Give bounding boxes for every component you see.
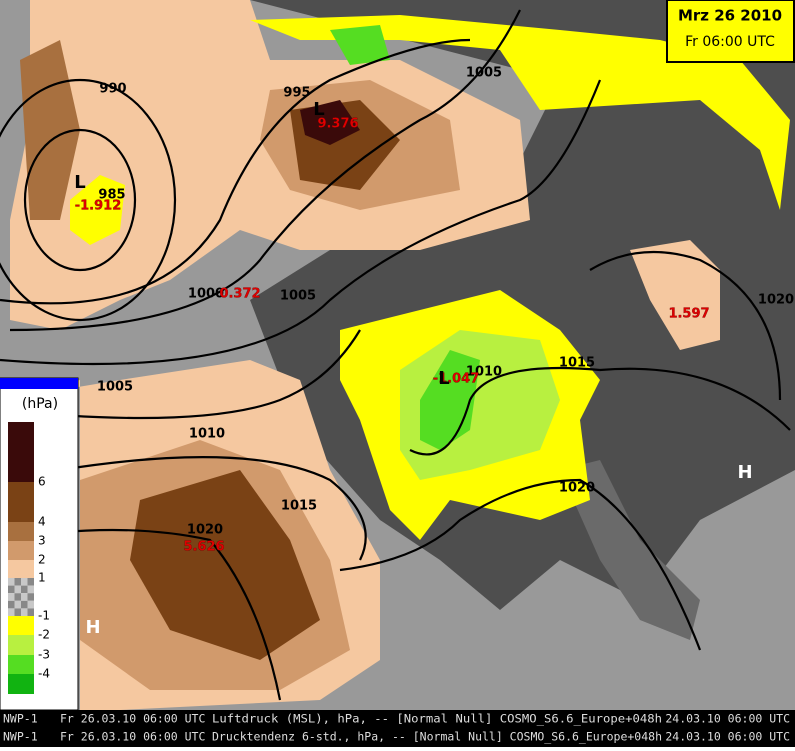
legend-swatch (8, 585, 15, 594)
tendency-value: 9.376 (317, 117, 358, 132)
legend-swatch (21, 593, 28, 601)
legend-swatch (14, 578, 21, 586)
legend-swatch (27, 608, 34, 616)
isobar-label: 990 (99, 82, 126, 97)
isobar-label: 1020 (559, 481, 595, 496)
legend-label: 2 (38, 553, 46, 567)
legend-swatch (8, 674, 34, 694)
footer-valid: Fr 26.03.10 06:00 UTC (60, 712, 205, 726)
tendency-value: 5.626 (183, 540, 224, 555)
isobars (0, 9, 791, 701)
legend-unit: (hPa) (22, 396, 58, 412)
footer-run: 24.03.10 06:00 UTC (665, 730, 790, 744)
date-box (666, 0, 795, 63)
field-plus2 (630, 240, 720, 350)
legend-swatch (8, 593, 15, 601)
legend-swatch (8, 482, 34, 522)
legend-swatch (21, 600, 28, 609)
isobar-label: 1005 (280, 289, 316, 304)
footer-run: 24.03.10 06:00 UTC (665, 712, 790, 726)
legend-swatch (14, 593, 21, 601)
legend-swatch (14, 600, 21, 609)
legend-swatch (21, 585, 28, 594)
date: Mrz 26 2010 (678, 7, 782, 25)
legend-swatch (27, 578, 34, 586)
isobar-label: 1000 (188, 287, 224, 302)
low-center: L (438, 368, 449, 389)
legend-label: 1 (38, 571, 46, 585)
field-minus3 (420, 350, 480, 450)
isobar-label: 1020 (187, 523, 223, 538)
field-minus1 (70, 175, 125, 245)
footer-model: NWP-1 (3, 730, 38, 744)
legend-swatch (8, 578, 15, 586)
legend-swatch (8, 541, 34, 560)
legend-label: -1 (38, 609, 50, 623)
high-center: H (737, 462, 752, 483)
legend-bar (0, 378, 78, 389)
legend-swatch (27, 585, 34, 594)
low-center: L (313, 99, 324, 120)
low-center: L (74, 172, 85, 193)
footer-field: Drucktendenz 6-std., hPa, -- [Normal Nul… (212, 730, 662, 744)
legend-swatch (8, 635, 34, 655)
legend-swatch (27, 593, 34, 601)
legend-label: -3 (38, 648, 50, 662)
tendency-value: 1.597 (668, 307, 709, 322)
legend-label: 6 (38, 475, 46, 489)
legend-label: -4 (38, 667, 50, 681)
legend-swatch (8, 422, 34, 482)
isobar-label: 1005 (466, 66, 502, 81)
legend-swatch (8, 522, 34, 541)
high-center: H (85, 617, 100, 638)
field-plus4 (20, 40, 80, 220)
field-plus6 (130, 470, 320, 660)
isobar-label: 1020 (758, 293, 794, 308)
time: Fr 06:00 UTC (685, 34, 775, 50)
field-max (300, 100, 360, 145)
field-plus2 (10, 0, 530, 330)
tendency-value: -1.912 (75, 199, 122, 214)
field-minus1 (250, 15, 790, 210)
italy (560, 460, 700, 640)
isobar-label: 1010 (189, 427, 225, 442)
isobar-label: 1010 (466, 365, 502, 380)
isobar-label: 1015 (559, 356, 595, 371)
legend-swatch (8, 608, 15, 616)
legend-swatch (8, 616, 34, 635)
footer (0, 710, 795, 747)
footer-lines: NWP-1 Fr 26.03.10 06:00 UTC Luftdruck (MSL… (3, 712, 790, 744)
footer-model: NWP-1 (3, 712, 38, 726)
tendency-value: -1.047 (433, 372, 480, 387)
legend-swatch (14, 608, 21, 616)
legend-swatch (8, 600, 15, 609)
footer-valid: Fr 26.03.10 06:00 UTC (60, 730, 205, 744)
legend-swatch (14, 585, 21, 594)
legend-label: 4 (38, 515, 46, 529)
isobar-label: 1015 (281, 499, 317, 514)
isobar-label: 1005 (97, 380, 133, 395)
legend-swatch (8, 655, 34, 674)
legend-swatch (21, 578, 28, 586)
legend-swatch (27, 600, 34, 609)
isobar-label: 995 (283, 86, 310, 101)
legend-label: -2 (38, 628, 50, 642)
legend-swatch (21, 608, 28, 616)
legend-swatch (8, 560, 34, 578)
legend-label: 3 (38, 534, 46, 548)
footer-field: Luftdruck (MSL), hPa, -- [Normal Null] C… (212, 712, 662, 726)
field-minus3 (330, 25, 390, 65)
tendency-value: 0.372 (219, 287, 260, 302)
legend: (hPa) 6 4 3 2 1 -1 -2 -3 -4 (0, 377, 79, 711)
isobar-label: 985 (98, 188, 125, 203)
